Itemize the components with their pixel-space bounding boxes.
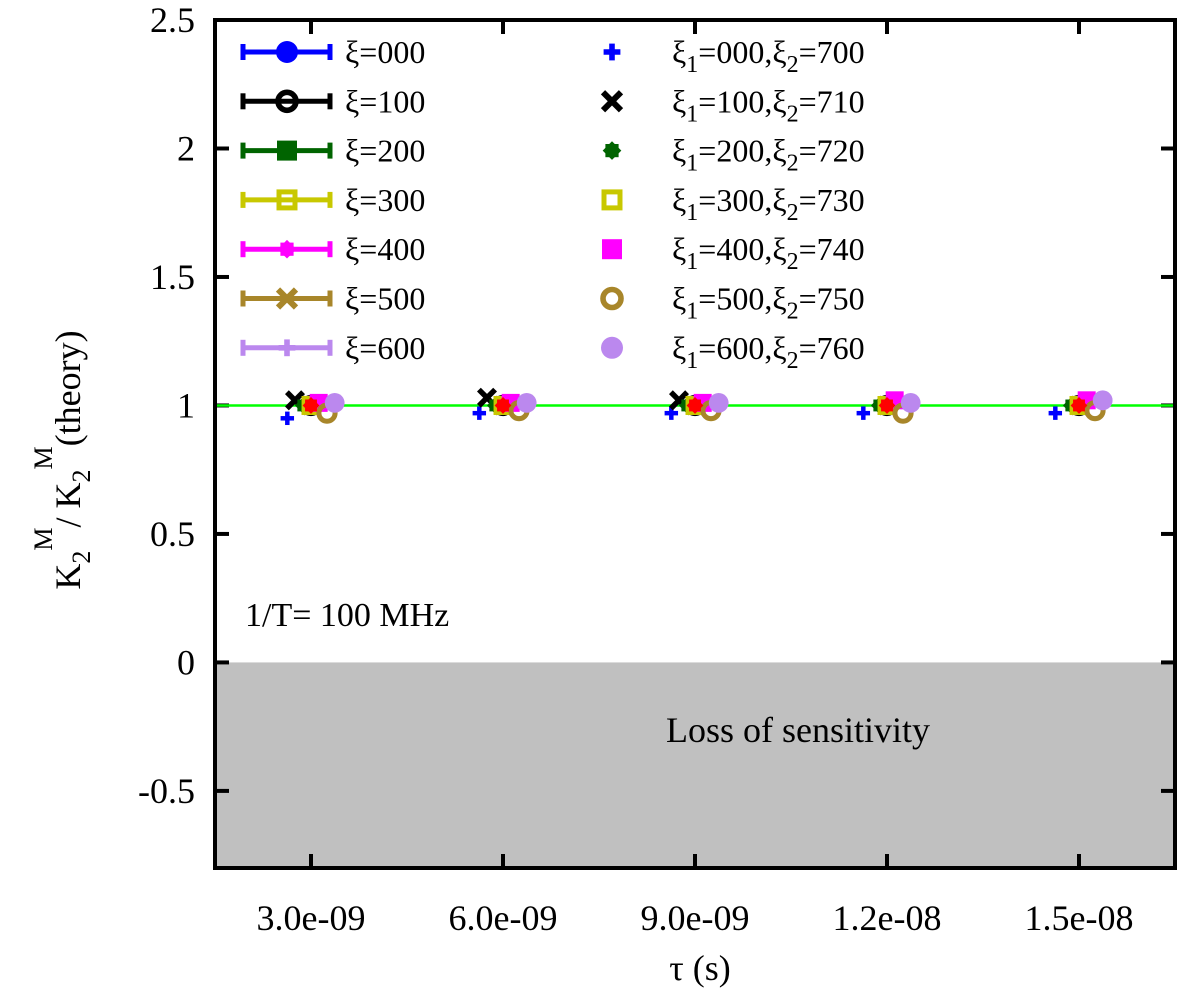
data-point-series-7: [472, 406, 487, 420]
y-axis-label: K2M/ K2M(theory): [29, 330, 96, 589]
legend-entry: ξ1=300,ξ2=730: [601, 182, 865, 226]
data-point-series-13: [1092, 390, 1113, 411]
data-point-series-14: [686, 397, 704, 414]
legend-label: ξ=600: [345, 330, 425, 366]
legend-entry: ξ=600: [240, 330, 425, 366]
legend-marker: [603, 43, 621, 61]
data-point-series-7: [1048, 406, 1063, 420]
legend-marker: [276, 189, 298, 211]
legend-entry: ξ1=100,ξ2=710: [600, 83, 865, 127]
data-point-series-13: [324, 392, 345, 413]
y-tick-label: 0.5: [150, 514, 195, 554]
x-axis-label: τ (s): [669, 948, 730, 988]
legend-marker: [278, 339, 296, 357]
legend-label: ξ=000: [345, 34, 425, 70]
x-tick-labels: 3.0e-09 6.0e-09 9.0e-09 1.2e-08 1.5e-08: [257, 898, 1134, 938]
legend-marker: [601, 189, 623, 211]
legend-entry: ξ1=000,ξ2=700: [603, 34, 865, 78]
data-point-series-13: [708, 392, 729, 413]
x-tick-label: 1.2e-08: [833, 898, 942, 938]
legend-marker: [277, 239, 297, 259]
legend-label: ξ1=500,ξ2=750: [672, 281, 865, 325]
legend-label: ξ=500: [345, 281, 425, 317]
legend-marker: [275, 89, 299, 114]
data-point-series-14: [878, 397, 896, 414]
legend: ξ=000 ξ=100 ξ=200 ξ=300 ξ=400 ξ=500 ξ=600 ξ1=00…: [240, 34, 865, 374]
y-axis-label-text: K2M/ K2M(theory): [29, 330, 96, 589]
y-tick-label: 2: [177, 128, 195, 168]
legend-marker: [276, 41, 298, 63]
legend-label: ξ1=000,ξ2=700: [672, 34, 865, 78]
legend-marker: [602, 239, 622, 260]
legend-entry: ξ1=400,ξ2=740: [602, 231, 865, 275]
legend-label: ξ1=600,ξ2=760: [672, 330, 865, 374]
legend-entry: ξ1=600,ξ2=760: [601, 330, 865, 374]
data-point-series-7: [280, 411, 295, 426]
x-tick-label: 1.5e-08: [1025, 898, 1134, 938]
frequency-annotation: 1/T= 100 MHz: [245, 597, 449, 634]
legend-entry: ξ=500: [240, 281, 425, 317]
legend-entry: ξ=400: [240, 231, 425, 267]
y-tick-label: 0: [177, 642, 195, 682]
legend-marker: [600, 90, 624, 113]
y-tick-label: -0.5: [138, 771, 195, 811]
legend-label: ξ1=200,ξ2=720: [672, 133, 865, 177]
legend-entry: ξ1=500,ξ2=750: [600, 281, 865, 325]
data-point-series-13: [516, 392, 537, 413]
legend-label: ξ1=100,ξ2=710: [672, 83, 865, 127]
legend-entry: ξ=100: [240, 83, 425, 119]
plot-frame: [213, 18, 1177, 870]
legend-marker: [600, 286, 624, 311]
y-tick-label: 1: [177, 385, 195, 425]
legend-label: ξ=400: [345, 231, 425, 267]
legend-entry: ξ=300: [240, 182, 425, 218]
data-points: [280, 387, 1113, 426]
legend-label: ξ=300: [345, 182, 425, 218]
data-point-series-14: [1070, 397, 1088, 414]
data-point-series-13: [900, 392, 921, 413]
x-tick-label: 9.0e-09: [641, 898, 750, 938]
loss-of-sensitivity-label: Loss of sensitivity: [666, 710, 930, 750]
data-point-series-14: [302, 397, 320, 414]
legend-label: ξ1=300,ξ2=730: [672, 182, 865, 226]
legend-entry: ξ=000: [240, 34, 425, 70]
legend-marker: [277, 140, 297, 161]
y-tick-label: 1.5: [150, 257, 195, 297]
legend-marker: [602, 141, 622, 160]
x-tick-label: 3.0e-09: [257, 898, 366, 938]
legend-marker: [275, 287, 299, 310]
x-tick-label: 6.0e-09: [449, 898, 558, 938]
legend-entry: ξ=200: [240, 133, 425, 169]
legend-marker: [601, 336, 623, 359]
legend-label: ξ1=400,ξ2=740: [672, 231, 865, 275]
legend-label: ξ=200: [345, 133, 425, 169]
y-tick-label: 2.5: [150, 0, 195, 40]
loss-of-sensitivity-region: [215, 662, 1175, 868]
y-tick-labels: 2.5 2 1.5 1 0.5 0 -0.5: [138, 0, 195, 811]
legend-entry: ξ1=200,ξ2=720: [602, 133, 865, 177]
axis-ticks: [215, 18, 1175, 868]
legend-label: ξ=100: [345, 83, 425, 119]
data-point-series-7: [856, 406, 871, 420]
data-point-series-14: [494, 397, 512, 414]
